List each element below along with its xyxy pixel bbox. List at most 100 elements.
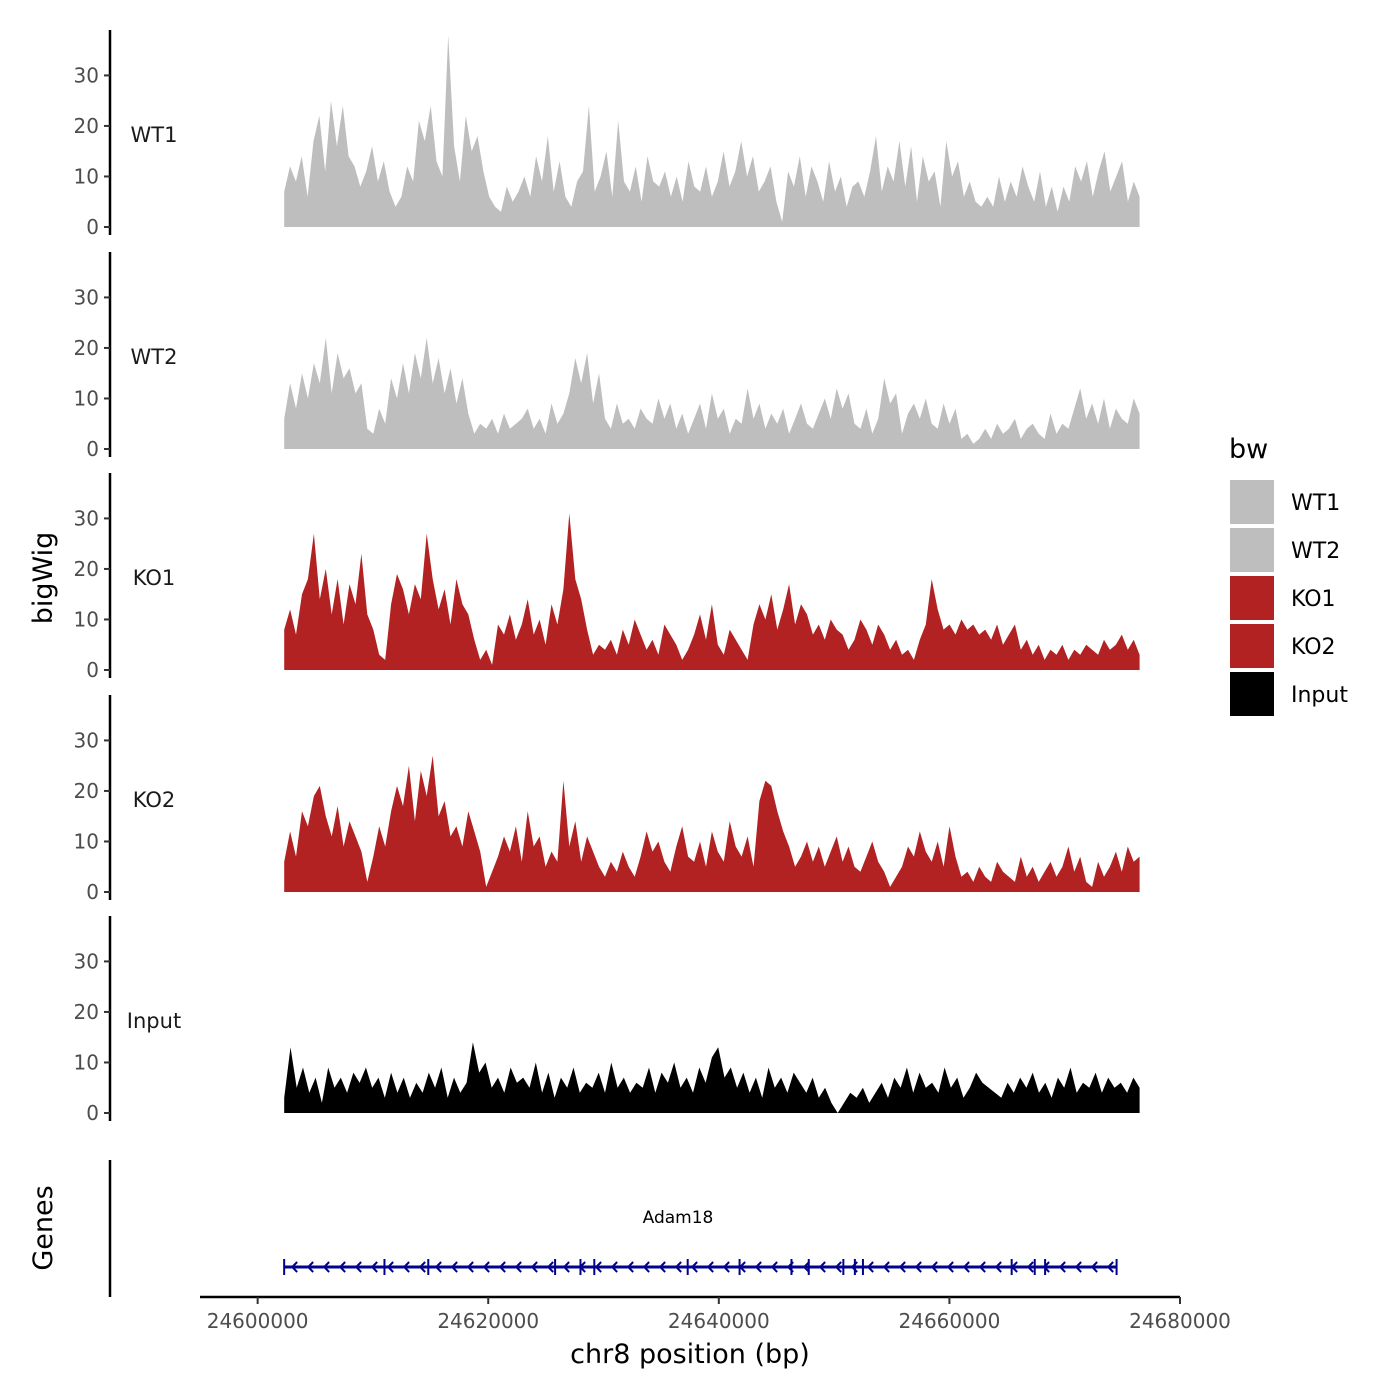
y-axis-title: bigWig (28, 532, 59, 625)
strand-arrow (1106, 1261, 1114, 1273)
strand-arrow (722, 1261, 730, 1273)
strand-arrow (1026, 1261, 1034, 1273)
strand-arrow (802, 1261, 810, 1273)
x-tick-label-24660000: 24660000 (899, 1309, 1001, 1333)
strand-arrow (706, 1261, 714, 1273)
coverage-area-input (284, 1042, 1140, 1113)
legend-label-wt1: WT1 (1291, 491, 1340, 516)
y-tick-label-wt1-20: 20 (74, 114, 99, 138)
y-tick-label-ko2-20: 20 (74, 779, 99, 803)
x-tick-label-24620000: 24620000 (437, 1309, 539, 1333)
strand-arrow (386, 1261, 394, 1273)
strand-arrow (354, 1261, 362, 1273)
legend-title: bw (1229, 434, 1268, 465)
y-tick-label-input-10: 10 (74, 1050, 99, 1074)
legend-label-ko1: KO1 (1291, 587, 1336, 612)
gene-panel-title: Genes (28, 1185, 59, 1270)
strand-arrow (1074, 1261, 1082, 1273)
strand-arrow (594, 1261, 602, 1273)
strand-arrow (642, 1261, 650, 1273)
track-ko1: 0 10 20 30 KO1 (74, 473, 1140, 682)
y-tick-label-wt2-0: 0 (86, 437, 99, 461)
strand-arrow (818, 1261, 826, 1273)
strand-arrow (514, 1261, 522, 1273)
track-wt1: 0 10 20 30 WT1 (74, 30, 1140, 239)
track-input: 0 10 20 30 Input (74, 916, 1140, 1125)
strand-arrow (482, 1261, 490, 1273)
y-tick-label-input-30: 30 (74, 949, 99, 973)
y-tick-label-ko1-10: 10 (74, 607, 99, 631)
strand-arrow (914, 1261, 922, 1273)
legend-key-ko1 (1230, 576, 1274, 620)
track-ko2: 0 10 20 30 KO2 (74, 695, 1140, 904)
y-tick-label-ko2-10: 10 (74, 829, 99, 853)
strand-arrow (866, 1261, 874, 1273)
coverage-area-ko2 (284, 755, 1140, 892)
track-label-input: Input (127, 1009, 181, 1033)
y-tick-label-input-20: 20 (74, 1000, 99, 1024)
legend-key-wt1 (1230, 480, 1274, 524)
x-tick-label-24680000: 24680000 (1129, 1309, 1231, 1333)
legend-key-input (1230, 672, 1274, 716)
x-tick-label-24600000: 24600000 (207, 1309, 309, 1333)
x-axis-title: chr8 position (bp) (570, 1339, 810, 1370)
track-label-ko2: KO2 (133, 788, 176, 812)
strand-arrow (530, 1261, 538, 1273)
strand-arrow (402, 1261, 410, 1273)
y-tick-label-wt1-0: 0 (86, 215, 99, 239)
y-tick-label-ko1-20: 20 (74, 557, 99, 581)
legend-key-ko2 (1230, 624, 1274, 668)
strand-arrow (1058, 1261, 1066, 1273)
y-tick-label-ko1-0: 0 (86, 658, 99, 682)
strand-arrow (994, 1261, 1002, 1273)
track-label-wt1: WT1 (131, 123, 178, 147)
strand-arrow (754, 1261, 762, 1273)
y-tick-label-wt2-30: 30 (74, 285, 99, 309)
strand-arrow (690, 1261, 698, 1273)
y-tick-label-wt1-10: 10 (74, 164, 99, 188)
strand-arrow (322, 1261, 330, 1273)
strand-arrow (306, 1261, 314, 1273)
legend-label-wt2: WT2 (1291, 539, 1340, 564)
x-tick-label-24640000: 24640000 (668, 1309, 770, 1333)
strand-arrow (658, 1261, 666, 1273)
tracks-group: 0 10 20 30 WT1 0 10 20 30 WT2 0 10 20 30 KO1 0 10 20 30 KO2… (74, 30, 1140, 1125)
strand-arrow (450, 1261, 458, 1273)
coverage-area-ko1 (284, 513, 1140, 670)
strand-arrow (290, 1261, 298, 1273)
y-tick-label-wt2-10: 10 (74, 386, 99, 410)
strand-arrow (626, 1261, 634, 1273)
y-tick-label-ko2-0: 0 (86, 880, 99, 904)
y-tick-label-wt1-30: 30 (74, 63, 99, 87)
strand-arrow (546, 1261, 554, 1273)
coverage-area-wt1 (284, 35, 1140, 227)
track-label-ko1: KO1 (133, 566, 176, 590)
strand-arrow (962, 1261, 970, 1273)
strand-arrow (434, 1261, 442, 1273)
strand-arrow (770, 1261, 778, 1273)
strand-arrow (930, 1261, 938, 1273)
strand-arrow (978, 1261, 986, 1273)
y-tick-label-input-0: 0 (86, 1101, 99, 1125)
legend-key-wt2 (1230, 528, 1274, 572)
strand-arrow (834, 1261, 842, 1273)
strand-arrow (498, 1261, 506, 1273)
strand-arrow (338, 1261, 346, 1273)
legend: WT1 WT2 KO1 KO2 Input (1230, 480, 1348, 716)
y-tick-label-wt2-20: 20 (74, 336, 99, 360)
y-tick-label-ko1-30: 30 (74, 506, 99, 530)
strand-arrow (370, 1261, 378, 1273)
strand-arrow (562, 1261, 570, 1273)
coverage-area-wt2 (284, 337, 1140, 449)
strand-arrow (674, 1261, 682, 1273)
legend-label-input: Input (1291, 683, 1348, 708)
y-tick-label-ko2-30: 30 (74, 728, 99, 752)
strand-arrow (946, 1261, 954, 1273)
strand-arrow (1090, 1261, 1098, 1273)
strand-arrow (466, 1261, 474, 1273)
gene-name-label: Adam18 (643, 1208, 714, 1228)
track-wt2: 0 10 20 30 WT2 (74, 252, 1140, 461)
gene-panel (108, 1160, 1118, 1297)
